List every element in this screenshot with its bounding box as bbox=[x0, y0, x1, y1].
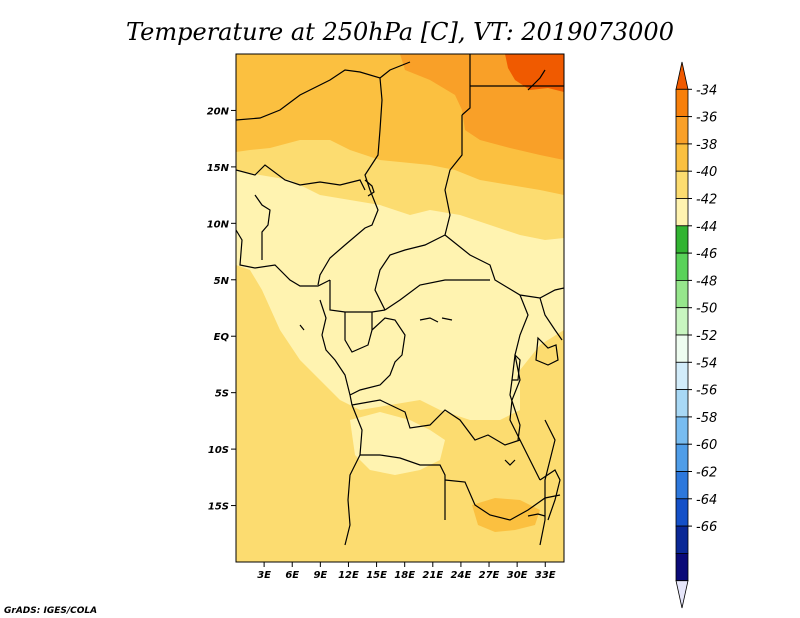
colorbar-label: -64 bbox=[696, 493, 717, 508]
lon-tick-label: 15E bbox=[366, 570, 387, 581]
lat-tick-label: 20N bbox=[207, 106, 230, 117]
lon-tick-label: 9E bbox=[313, 570, 327, 581]
colorbar-swatch bbox=[675, 525, 689, 554]
colorbar-bottom-arrow bbox=[675, 580, 689, 609]
map-area: 3E 6E 9E 12E 15E 18E 21E 24E 27E 30E 33E 20N 15N 10N… bbox=[207, 53, 565, 581]
map-frame bbox=[235, 53, 565, 563]
lon-tick-label: 12E bbox=[338, 570, 359, 581]
colorbar-swatch bbox=[675, 279, 689, 309]
lat-tick-label: 15S bbox=[208, 502, 229, 513]
lon-tick-label: 21E bbox=[422, 570, 443, 581]
colorbar-label: -44 bbox=[696, 220, 717, 235]
colorbar: -34 -36 -38 -40 -42 -44 -46 -48 -50 -52 -54 -56 -58 -… bbox=[675, 61, 717, 609]
colorbar-swatch bbox=[675, 389, 689, 418]
temperature-band-34-36 bbox=[505, 54, 564, 92]
map-title: Temperature at 250hPa [C], VT: 201907300… bbox=[126, 18, 674, 46]
lat-tick-label: EQ bbox=[214, 332, 230, 343]
colorbar-label: -36 bbox=[696, 111, 717, 126]
colorbar-label: -54 bbox=[696, 356, 717, 371]
grads-credit: GrADS: IGES/COLA bbox=[4, 606, 97, 616]
lon-tick-label: 24E bbox=[451, 570, 472, 581]
colorbar-swatch bbox=[675, 170, 689, 199]
lon-tick-label: 30E bbox=[507, 570, 528, 581]
lon-tick-label: 6E bbox=[285, 570, 299, 581]
country-borders bbox=[236, 54, 564, 546]
colorbar-label: -56 bbox=[696, 384, 717, 399]
colorbar-swatch bbox=[675, 553, 689, 582]
colorbar-swatch bbox=[675, 307, 689, 336]
temperature-band-42-44-south bbox=[350, 412, 445, 475]
lon-tick-label: 33E bbox=[535, 570, 556, 581]
colorbar-swatch bbox=[675, 88, 689, 118]
lon-tick-label: 18E bbox=[394, 570, 415, 581]
colorbar-label: -34 bbox=[696, 83, 717, 98]
lat-tick-label: 15N bbox=[207, 163, 230, 174]
colorbar-label: -42 bbox=[696, 193, 717, 208]
lat-tick-label: 10N bbox=[207, 219, 230, 230]
colorbar-label: -60 bbox=[696, 438, 717, 453]
colorbar-label: -52 bbox=[696, 329, 717, 344]
colorbar-swatch bbox=[675, 334, 689, 363]
lon-tick-label: 3E bbox=[257, 570, 271, 581]
colorbar-swatch bbox=[675, 198, 689, 227]
colorbar-swatch bbox=[675, 471, 689, 500]
colorbar-label: -58 bbox=[696, 411, 717, 426]
lat-tick-label: 5N bbox=[214, 276, 230, 287]
longitude-axis: 3E 6E 9E 12E 15E 18E 21E 24E 27E 30E 33E bbox=[257, 562, 556, 581]
colorbar-swatch bbox=[675, 416, 689, 445]
colorbar-label: -48 bbox=[696, 274, 717, 289]
lon-tick-label: 27E bbox=[479, 570, 500, 581]
colorbar-swatch bbox=[675, 498, 689, 527]
colorbar-label: -62 bbox=[696, 466, 717, 481]
colorbar-swatch bbox=[675, 252, 689, 281]
colorbar-top-arrow bbox=[675, 61, 689, 90]
colorbar-label: -40 bbox=[696, 165, 717, 180]
colorbar-swatch bbox=[675, 361, 689, 390]
colorbar-swatch bbox=[675, 225, 689, 254]
colorbar-swatch bbox=[675, 443, 689, 472]
colorbar-label: -66 bbox=[696, 520, 717, 535]
colorbar-label: -50 bbox=[696, 302, 717, 317]
colorbar-swatch bbox=[675, 116, 689, 145]
colorbar-label: -46 bbox=[696, 247, 717, 262]
temperature-band-42-44 bbox=[236, 170, 564, 420]
temperature-band-38-40-southeast bbox=[472, 498, 540, 532]
latitude-axis: 20N 15N 10N 5N EQ 5S 10S 15S bbox=[207, 106, 236, 513]
lat-tick-label: 10S bbox=[208, 445, 229, 456]
lat-tick-label: 5S bbox=[215, 389, 229, 400]
colorbar-label: -38 bbox=[696, 138, 717, 153]
colorbar-swatch bbox=[675, 143, 689, 172]
